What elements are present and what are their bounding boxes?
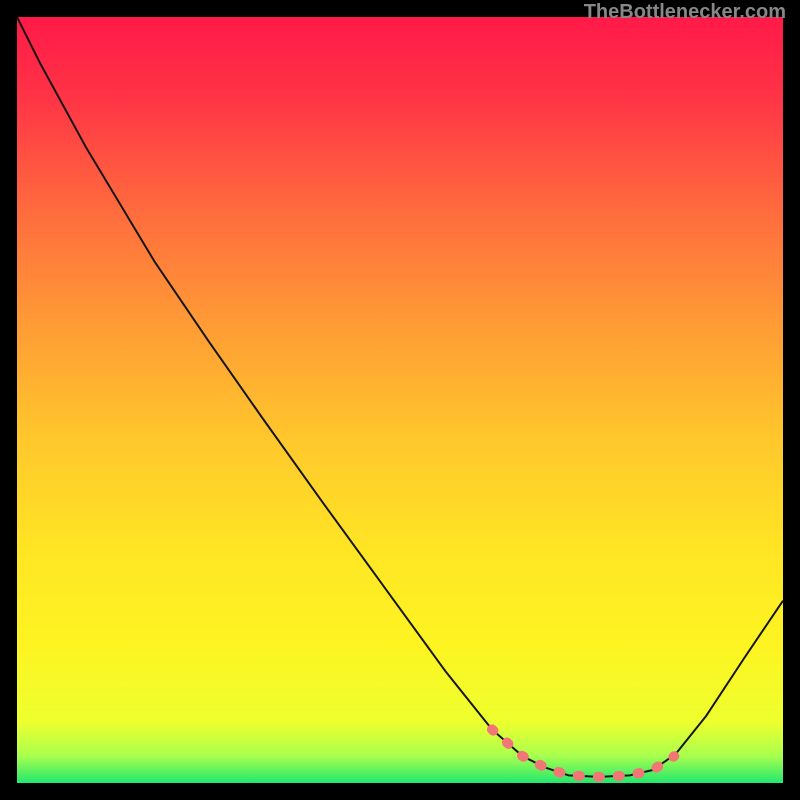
chart-background [17,17,783,783]
chart-container: TheBottlenecker.com [0,0,800,800]
bottleneck-chart [17,17,783,783]
watermark-label: TheBottlenecker.com [584,1,786,24]
